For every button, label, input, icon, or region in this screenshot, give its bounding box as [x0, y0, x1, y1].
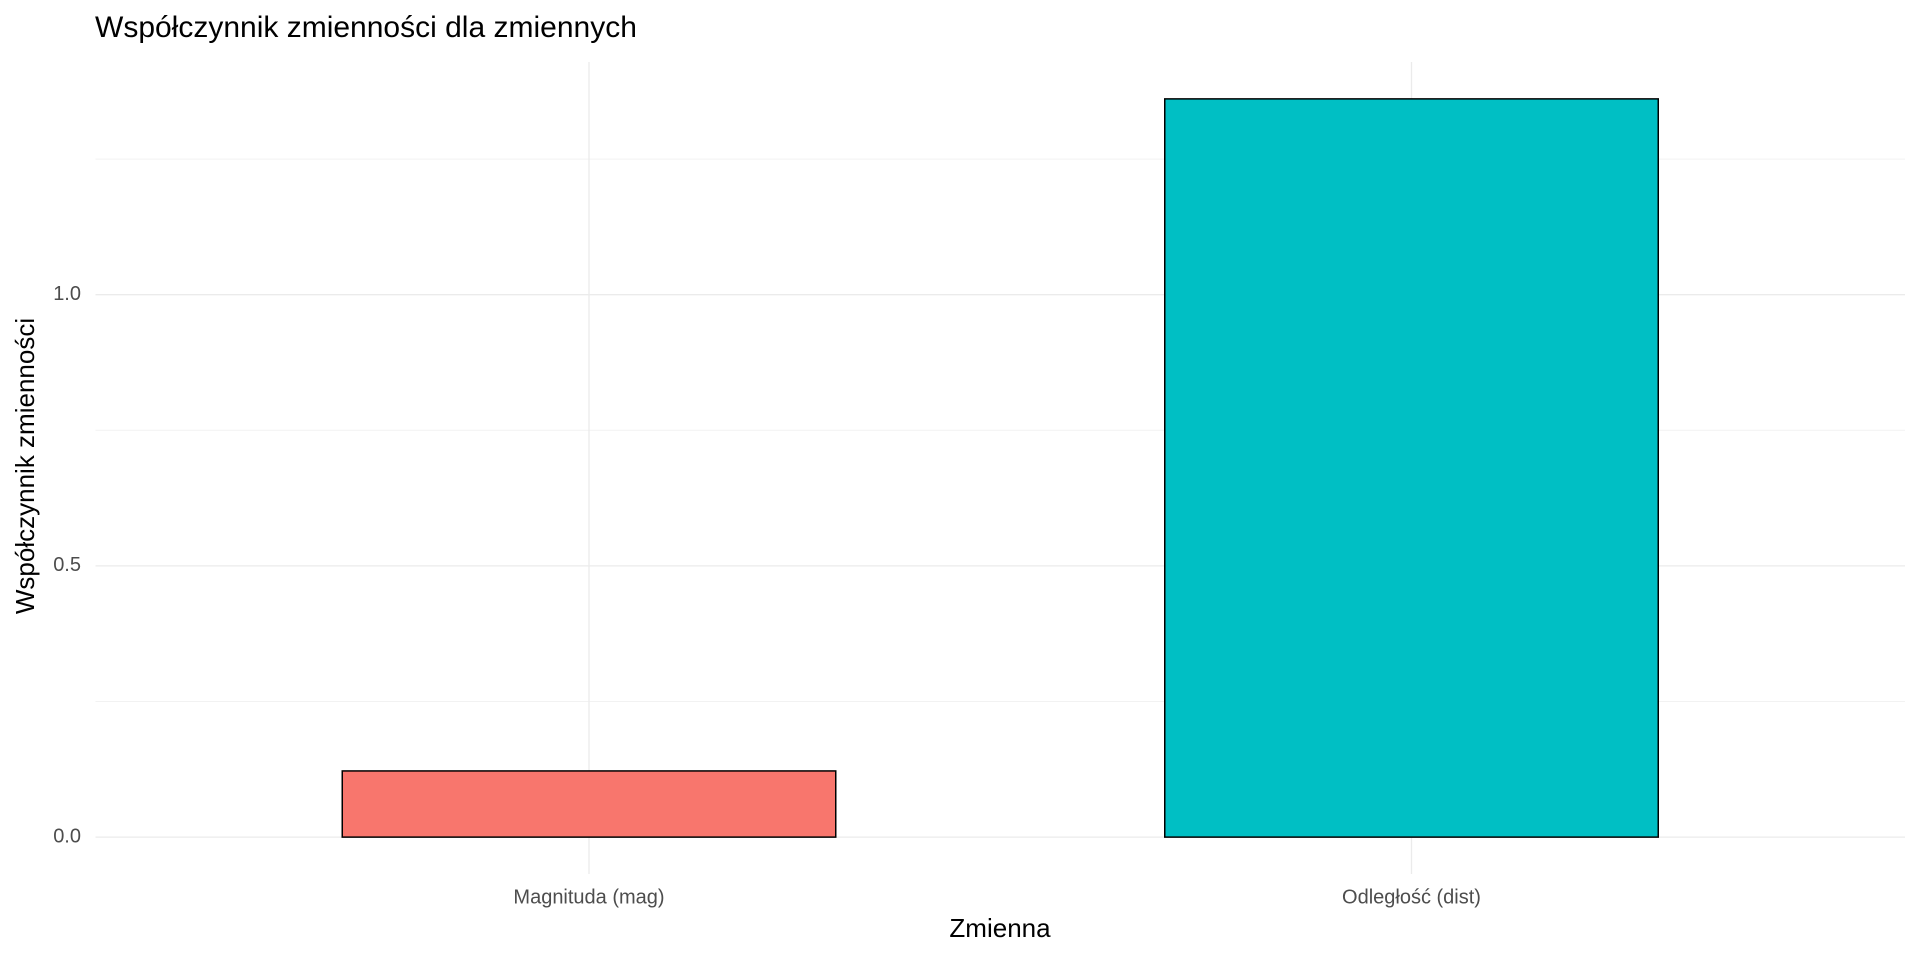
bar [341, 770, 837, 838]
y-tick-label: 0.5 [53, 554, 81, 576]
y-axis-title: Współczynnik zmienności [10, 318, 40, 614]
x-tick-label: Magnituda (mag) [513, 886, 664, 908]
bar [1164, 98, 1659, 838]
y-tick-label: 1.0 [53, 283, 81, 305]
x-axis-title: Zmienna [949, 913, 1051, 943]
y-tick-label: 0.0 [53, 825, 81, 847]
x-tick-label: Odległość (dist) [1342, 886, 1481, 908]
chart-title: Współczynnik zmienności dla zmiennych [95, 11, 637, 44]
